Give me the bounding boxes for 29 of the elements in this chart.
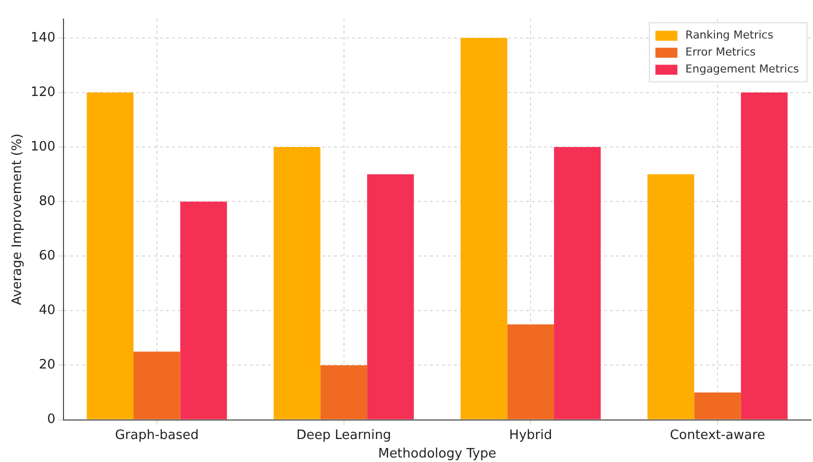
x-tick-label: Hybrid bbox=[509, 428, 552, 443]
y-tick-label: 0 bbox=[47, 412, 56, 428]
bar bbox=[86, 92, 134, 420]
bar bbox=[460, 38, 508, 420]
x-axis-title: Methodology Type bbox=[378, 446, 496, 462]
y-tick-label: 140 bbox=[30, 30, 56, 46]
bar bbox=[740, 92, 788, 420]
legend-label: Ranking Metrics bbox=[685, 28, 774, 42]
bar bbox=[274, 147, 320, 420]
y-tick-label: 100 bbox=[30, 139, 56, 154]
x-tick-label: Context-aware bbox=[670, 428, 766, 443]
y-tick-label: 80 bbox=[38, 194, 56, 209]
y-tick-label: 40 bbox=[38, 303, 56, 318]
legend-label: Error Metrics bbox=[685, 46, 756, 59]
y-tick-label: 60 bbox=[38, 248, 56, 264]
bar bbox=[647, 174, 694, 420]
bar bbox=[134, 352, 180, 420]
bar bbox=[367, 174, 414, 420]
y-tick-label: 120 bbox=[30, 84, 56, 100]
bar bbox=[554, 147, 601, 420]
bar bbox=[507, 324, 554, 420]
legend-label: Engagement Metrics bbox=[685, 62, 800, 76]
x-tick-label: Deep Learning bbox=[296, 428, 392, 443]
x-tick-label: Graph-based bbox=[114, 428, 199, 443]
bar bbox=[180, 202, 227, 420]
y-tick-label: 20 bbox=[38, 358, 56, 373]
bar bbox=[694, 392, 741, 420]
bar bbox=[320, 365, 368, 420]
y-axis-title: Average Improvement (%) bbox=[10, 133, 26, 306]
